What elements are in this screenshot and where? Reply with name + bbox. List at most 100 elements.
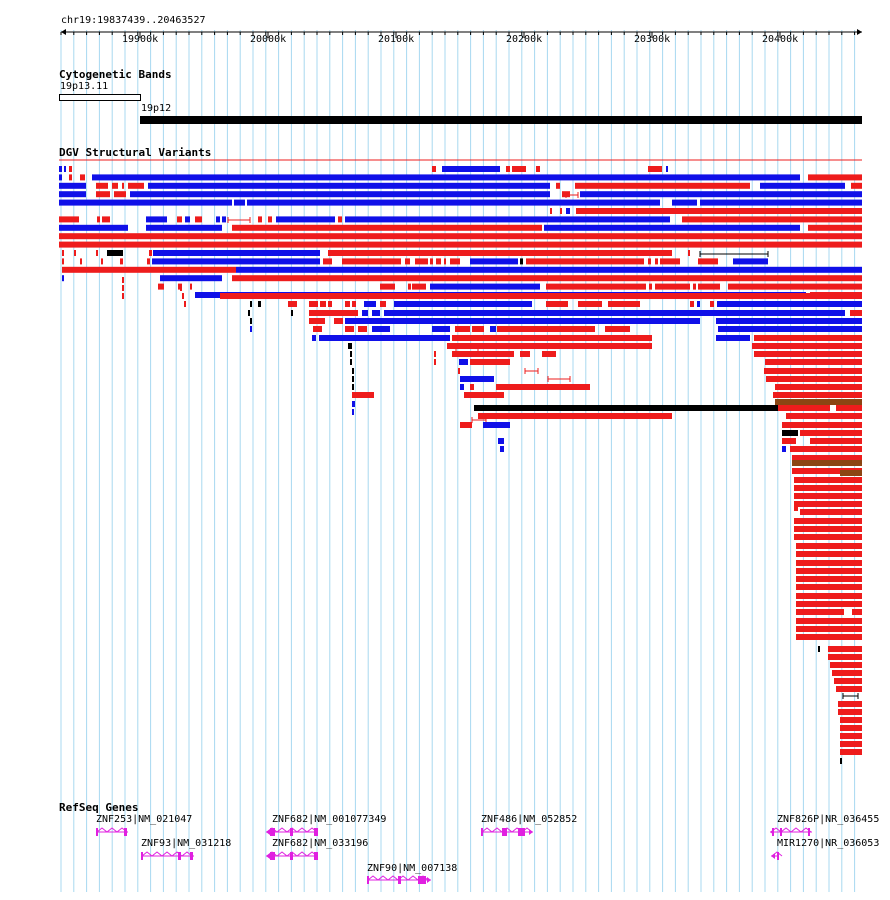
variant-bar[interactable] <box>338 199 660 206</box>
variant-bar[interactable] <box>542 351 556 357</box>
variant-bar[interactable] <box>74 250 76 256</box>
variant-bar[interactable] <box>348 343 352 349</box>
variant-bar[interactable] <box>352 368 354 374</box>
variant-bar[interactable] <box>153 250 320 256</box>
variant-bar[interactable] <box>733 258 768 265</box>
variant-bar[interactable] <box>566 208 570 214</box>
variant-bar[interactable] <box>716 335 750 341</box>
variant-bar[interactable] <box>350 359 352 365</box>
variant-bar[interactable] <box>185 216 190 223</box>
variant-bar[interactable] <box>434 351 436 357</box>
variant-bar[interactable] <box>693 283 696 290</box>
variant-bar[interactable] <box>760 182 845 189</box>
gene-label-znf93[interactable]: ZNF93|NM_031218 <box>141 838 232 849</box>
variant-bar[interactable] <box>412 283 426 290</box>
cytoband-19p13-11[interactable] <box>59 94 141 101</box>
variant-bar[interactable] <box>232 224 542 231</box>
variant-bar[interactable] <box>62 250 64 256</box>
variant-bar[interactable] <box>794 477 862 483</box>
variant-bar[interactable] <box>840 758 842 764</box>
variant-bar[interactable] <box>350 351 352 357</box>
variant-bar[interactable] <box>852 609 862 615</box>
gene-exon[interactable] <box>502 828 507 836</box>
variant-bar[interactable] <box>794 518 862 524</box>
variant-bar[interactable] <box>834 678 862 684</box>
gene-exon[interactable] <box>367 876 369 884</box>
variant-bar[interactable] <box>840 717 862 723</box>
variant-bar[interactable] <box>458 368 460 374</box>
variant-bar[interactable] <box>778 405 830 411</box>
variant-bar[interactable] <box>649 283 652 290</box>
variant-bar[interactable] <box>470 384 474 390</box>
gene-label-znf253[interactable]: ZNF253|NM_021047 <box>96 814 193 825</box>
variant-bar[interactable] <box>152 258 320 265</box>
variant-bar[interactable] <box>775 384 862 390</box>
variant-bar[interactable] <box>697 301 700 307</box>
variant-bar[interactable] <box>62 275 64 282</box>
variant-bar[interactable] <box>459 359 468 365</box>
gene-exon[interactable] <box>314 828 318 836</box>
variant-bar[interactable] <box>342 258 401 265</box>
variant-bar[interactable] <box>122 293 124 299</box>
variant-bar[interactable] <box>309 318 325 324</box>
variant-bar[interactable] <box>648 258 651 265</box>
variant-bar[interactable] <box>470 359 510 365</box>
variant-bar[interactable] <box>840 733 862 739</box>
variant-bar[interactable] <box>216 216 220 223</box>
variant-bar[interactable] <box>754 351 862 357</box>
variant-bar[interactable] <box>830 662 862 668</box>
variant-bar[interactable] <box>796 576 862 582</box>
variant-bar[interactable] <box>556 182 560 189</box>
variant-bar[interactable] <box>766 376 862 382</box>
variant-bar[interactable] <box>512 166 526 172</box>
variant-bar[interactable] <box>764 368 862 374</box>
variant-bar[interactable] <box>576 208 862 214</box>
variant-bar[interactable] <box>851 182 862 189</box>
variant-bar[interactable] <box>352 392 374 398</box>
variant-bar[interactable] <box>69 174 72 181</box>
variant-bar[interactable] <box>313 326 322 332</box>
variant-bar[interactable] <box>309 301 318 307</box>
variant-bar[interactable] <box>450 258 460 265</box>
variant-bar[interactable] <box>345 318 700 324</box>
variant-bar[interactable] <box>800 509 862 515</box>
variant-bar[interactable] <box>786 413 862 419</box>
variant-bar[interactable] <box>408 283 411 290</box>
variant-bar[interactable] <box>794 534 862 540</box>
variant-bar[interactable] <box>146 224 222 231</box>
variant-bar[interactable] <box>345 301 350 307</box>
variant-bar[interactable] <box>432 166 436 172</box>
variant-bar[interactable] <box>796 601 862 607</box>
variant-bar[interactable] <box>496 384 590 390</box>
variant-bar[interactable] <box>688 250 690 256</box>
variant-bar[interactable] <box>107 250 123 256</box>
variant-bar[interactable] <box>460 376 494 382</box>
gene-exon[interactable] <box>290 852 293 860</box>
variant-bar[interactable] <box>773 392 862 398</box>
variant-bar[interactable] <box>158 283 164 290</box>
variant-bar[interactable] <box>498 438 504 444</box>
variant-bar[interactable] <box>80 258 82 265</box>
variant-bar[interactable] <box>380 301 386 307</box>
variant-bar[interactable] <box>149 250 152 256</box>
variant-bar[interactable] <box>268 216 272 223</box>
variant-bar[interactable] <box>520 258 523 265</box>
variant-bar[interactable] <box>698 283 720 290</box>
variant-bar[interactable] <box>122 285 124 291</box>
variant-bar[interactable] <box>455 326 470 332</box>
variant-bar[interactable] <box>232 275 862 282</box>
variant-bar[interactable] <box>536 166 540 172</box>
variant-bar[interactable] <box>765 359 862 365</box>
variant-bar[interactable] <box>146 216 167 223</box>
variant-bar[interactable] <box>810 438 862 444</box>
variant-bar[interactable] <box>796 560 862 566</box>
variant-bar[interactable] <box>796 543 862 549</box>
variant-bar[interactable] <box>717 301 862 307</box>
variant-bar[interactable] <box>182 293 184 299</box>
variant-bar[interactable] <box>794 501 862 507</box>
variant-bar[interactable] <box>472 326 484 332</box>
variant-bar[interactable] <box>546 283 646 290</box>
variant-bar[interactable] <box>250 301 252 307</box>
variant-bar[interactable] <box>682 216 862 223</box>
variant-bar[interactable] <box>782 430 798 436</box>
